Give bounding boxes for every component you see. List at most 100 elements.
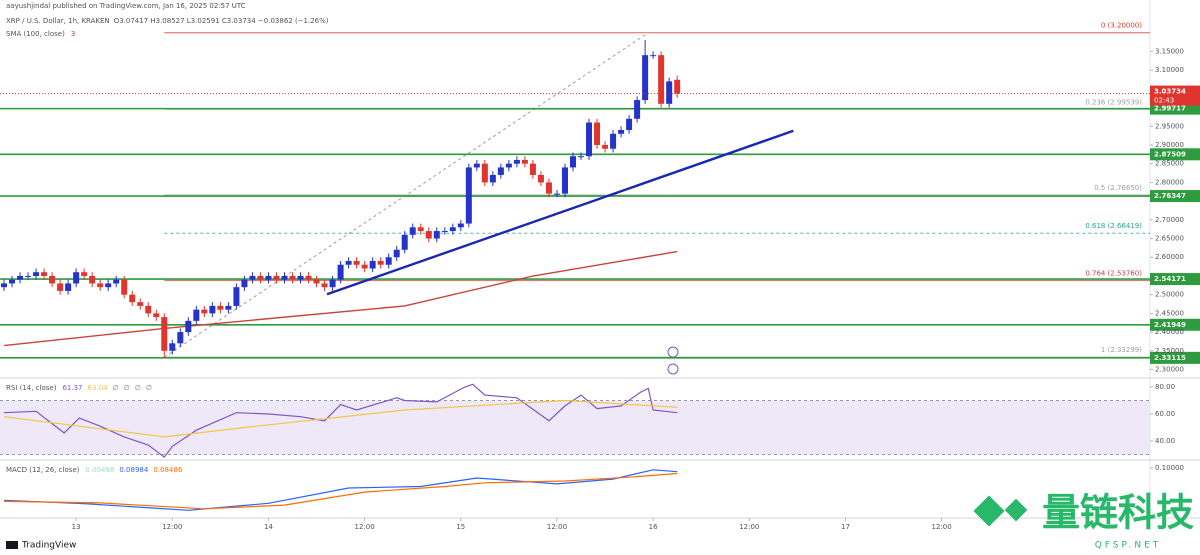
candle-body bbox=[529, 163, 536, 175]
y-tick-label: 2.80000 bbox=[1155, 178, 1184, 186]
price-box-label: 2.87509 bbox=[1154, 150, 1186, 158]
candle-body bbox=[497, 167, 504, 175]
candle-body bbox=[586, 122, 593, 157]
candle-body bbox=[441, 231, 448, 233]
fib-trend bbox=[164, 32, 649, 358]
logo-text: TradingView bbox=[21, 541, 76, 551]
logo-mark bbox=[6, 541, 18, 549]
candle-body bbox=[602, 144, 609, 149]
trend-line bbox=[326, 129, 794, 296]
candle-body bbox=[113, 279, 120, 284]
candle-body bbox=[41, 272, 48, 276]
x-tick-label: 13 bbox=[72, 523, 81, 531]
candle-body bbox=[457, 223, 464, 228]
x-tick-label: 12:00 bbox=[162, 523, 182, 531]
candle-body bbox=[177, 332, 184, 344]
last-price-box bbox=[1150, 85, 1200, 106]
y-tick-label: 40.00 bbox=[1155, 437, 1175, 445]
x-tick-label: 16 bbox=[649, 523, 658, 531]
y-tick-label: 2.95000 bbox=[1155, 122, 1184, 130]
candle-body bbox=[33, 272, 40, 276]
candle-body bbox=[674, 79, 681, 94]
price-box bbox=[1150, 190, 1200, 203]
legend-value: 0.08486 bbox=[153, 466, 182, 474]
candle-body bbox=[73, 272, 80, 284]
candle-body bbox=[537, 174, 544, 183]
candle-body bbox=[473, 163, 480, 168]
watermark-name: 量链科技 bbox=[1042, 491, 1194, 535]
candle-body bbox=[129, 294, 136, 303]
candle-body bbox=[642, 55, 649, 101]
candle-body bbox=[417, 227, 424, 232]
y-tick-label: 3.15000 bbox=[1155, 47, 1184, 55]
icon bbox=[667, 363, 679, 375]
candle-body bbox=[153, 313, 160, 318]
candle-body bbox=[658, 55, 665, 104]
candle-body bbox=[105, 283, 112, 288]
price-box-label: 2.41949 bbox=[1154, 321, 1186, 329]
candle-body bbox=[337, 264, 344, 280]
candle-body bbox=[257, 275, 264, 280]
candle-body bbox=[449, 227, 456, 232]
candle-body bbox=[329, 279, 336, 288]
candle-body bbox=[201, 309, 208, 314]
candle-body bbox=[385, 257, 392, 265]
price-box-label: 2.54171 bbox=[1154, 275, 1186, 283]
indicator-line bbox=[3, 469, 678, 511]
candle-body bbox=[289, 275, 296, 280]
x-tick-label: 12:00 bbox=[355, 523, 375, 531]
candle-body bbox=[409, 227, 416, 235]
candle-body bbox=[89, 275, 96, 284]
candle-body bbox=[233, 287, 240, 306]
price-box bbox=[1150, 351, 1200, 364]
candle-body bbox=[193, 309, 200, 321]
candle-body bbox=[321, 283, 328, 288]
candle-body bbox=[626, 118, 633, 131]
candle-body bbox=[345, 260, 352, 265]
candle-body bbox=[666, 81, 673, 104]
candle-body bbox=[217, 305, 224, 310]
candle-body bbox=[505, 163, 512, 168]
price-box bbox=[1150, 102, 1200, 115]
indicator-line bbox=[3, 399, 678, 438]
price-box-label: 2.99717 bbox=[1154, 105, 1186, 113]
ohlc-legend: O3.07417 H3.08527 L3.02591 C3.03734 −0.0… bbox=[114, 17, 329, 25]
candle-body bbox=[313, 279, 320, 284]
fib-label: 0.236 (2.99539) bbox=[1085, 98, 1142, 106]
candle-body bbox=[353, 260, 360, 265]
candle-body bbox=[225, 305, 232, 310]
candle-body bbox=[81, 272, 88, 276]
x-tick-label: 12:00 bbox=[739, 523, 759, 531]
candle-body bbox=[361, 264, 368, 269]
candle-body bbox=[489, 174, 496, 183]
candle-body bbox=[553, 193, 560, 195]
last-price-label: 3.03734 bbox=[1154, 88, 1186, 96]
candle-body bbox=[209, 305, 216, 314]
fib-label: 1 (2.33299) bbox=[1101, 346, 1142, 354]
candle-body bbox=[425, 231, 432, 239]
candle-body bbox=[49, 275, 56, 284]
price-box bbox=[1150, 148, 1200, 161]
candle-body bbox=[25, 275, 32, 277]
candle-body bbox=[121, 279, 128, 295]
candle-body bbox=[369, 260, 376, 269]
indicator-line bbox=[3, 472, 678, 510]
candle-body bbox=[465, 167, 472, 224]
watermark-site: QFSP.NET bbox=[1095, 541, 1162, 551]
price-box bbox=[1150, 273, 1200, 286]
candle-body bbox=[521, 159, 528, 164]
y-tick-label: 2.35000 bbox=[1155, 347, 1184, 355]
price-box-label: 2.76347 bbox=[1154, 192, 1186, 200]
legend-value: ∅ bbox=[146, 384, 152, 392]
legend-value: ∅ bbox=[124, 384, 130, 392]
candle-body bbox=[97, 283, 104, 288]
legend-value: 0.08984 bbox=[119, 466, 148, 474]
fib-label: 0.618 (2.66419) bbox=[1085, 222, 1142, 230]
y-tick-label: 2.40000 bbox=[1155, 328, 1184, 336]
candle-body bbox=[377, 260, 384, 265]
candle-body bbox=[241, 279, 248, 288]
candle-body bbox=[161, 317, 168, 351]
sma-line bbox=[3, 250, 678, 347]
legend-value: 61.37 bbox=[62, 384, 82, 392]
candle-body bbox=[1, 283, 8, 288]
